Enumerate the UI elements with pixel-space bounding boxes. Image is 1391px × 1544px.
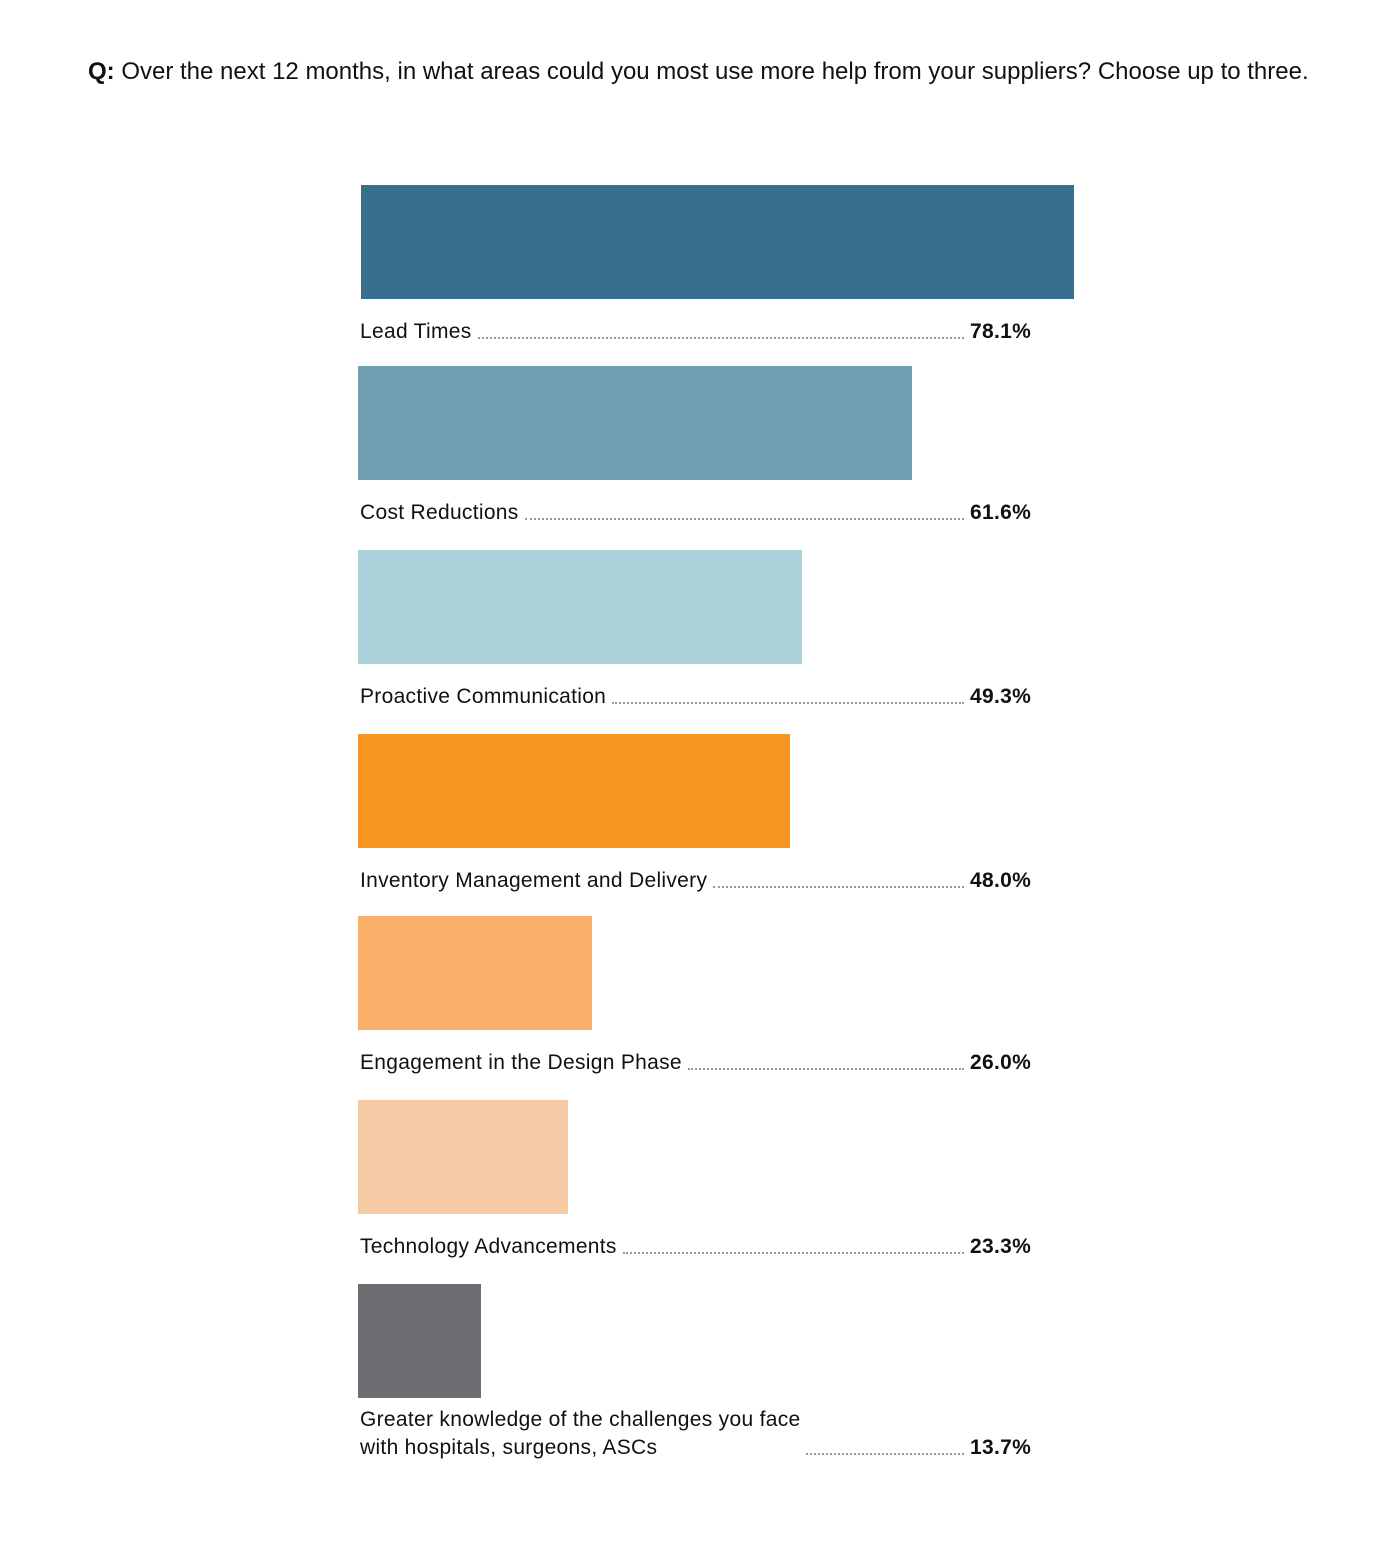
bar-label-row: Cost Reductions 61.6% <box>360 499 1050 527</box>
dotted-leader <box>477 337 964 339</box>
value-label: 48.0% <box>970 869 1032 892</box>
question-prefix: Q: <box>88 58 115 85</box>
dotted-leader <box>713 886 964 888</box>
bar-label-row: Technology Advancements 23.3% <box>360 1233 1050 1261</box>
bar <box>358 1284 481 1398</box>
value-label: 13.7% <box>970 1436 1032 1459</box>
category-label: Technology Advancements <box>360 1235 617 1258</box>
bar <box>358 550 802 664</box>
category-label: Inventory Management and Delivery <box>360 869 708 892</box>
dotted-leader <box>687 1068 964 1070</box>
bar-label-row: Greater knowledge of the challenges you … <box>360 1406 1050 1462</box>
bar <box>358 1100 568 1214</box>
category-label: Lead Times <box>360 320 472 343</box>
value-label: 23.3% <box>970 1235 1032 1258</box>
dotted-leader <box>806 1453 964 1455</box>
bar <box>358 734 790 848</box>
value-label: 61.6% <box>970 501 1032 524</box>
bar <box>358 366 912 480</box>
dotted-leader <box>612 702 964 704</box>
bar-label-row: Inventory Management and Delivery 48.0% <box>360 867 1050 895</box>
bar <box>358 916 592 1030</box>
question-text: Over the next 12 months, in what areas c… <box>114 58 1309 85</box>
bar <box>361 185 1074 299</box>
category-label: Engagement in the Design Phase <box>360 1051 682 1074</box>
dotted-leader <box>622 1252 964 1254</box>
value-label: 78.1% <box>970 320 1032 343</box>
bar-label-row: Proactive Communication 49.3% <box>360 683 1050 711</box>
question-title: Q: Over the next 12 months, in what area… <box>88 53 1328 90</box>
category-label: Greater knowledge of the challenges you … <box>360 1408 801 1459</box>
value-label: 26.0% <box>970 1051 1032 1074</box>
category-label: Proactive Communication <box>360 685 607 708</box>
bar-label-row: Lead Times 78.1% <box>360 318 1050 346</box>
value-label: 49.3% <box>970 685 1032 708</box>
dotted-leader <box>524 518 964 520</box>
bar-label-row: Engagement in the Design Phase 26.0% <box>360 1049 1050 1077</box>
category-label: Cost Reductions <box>360 501 519 524</box>
